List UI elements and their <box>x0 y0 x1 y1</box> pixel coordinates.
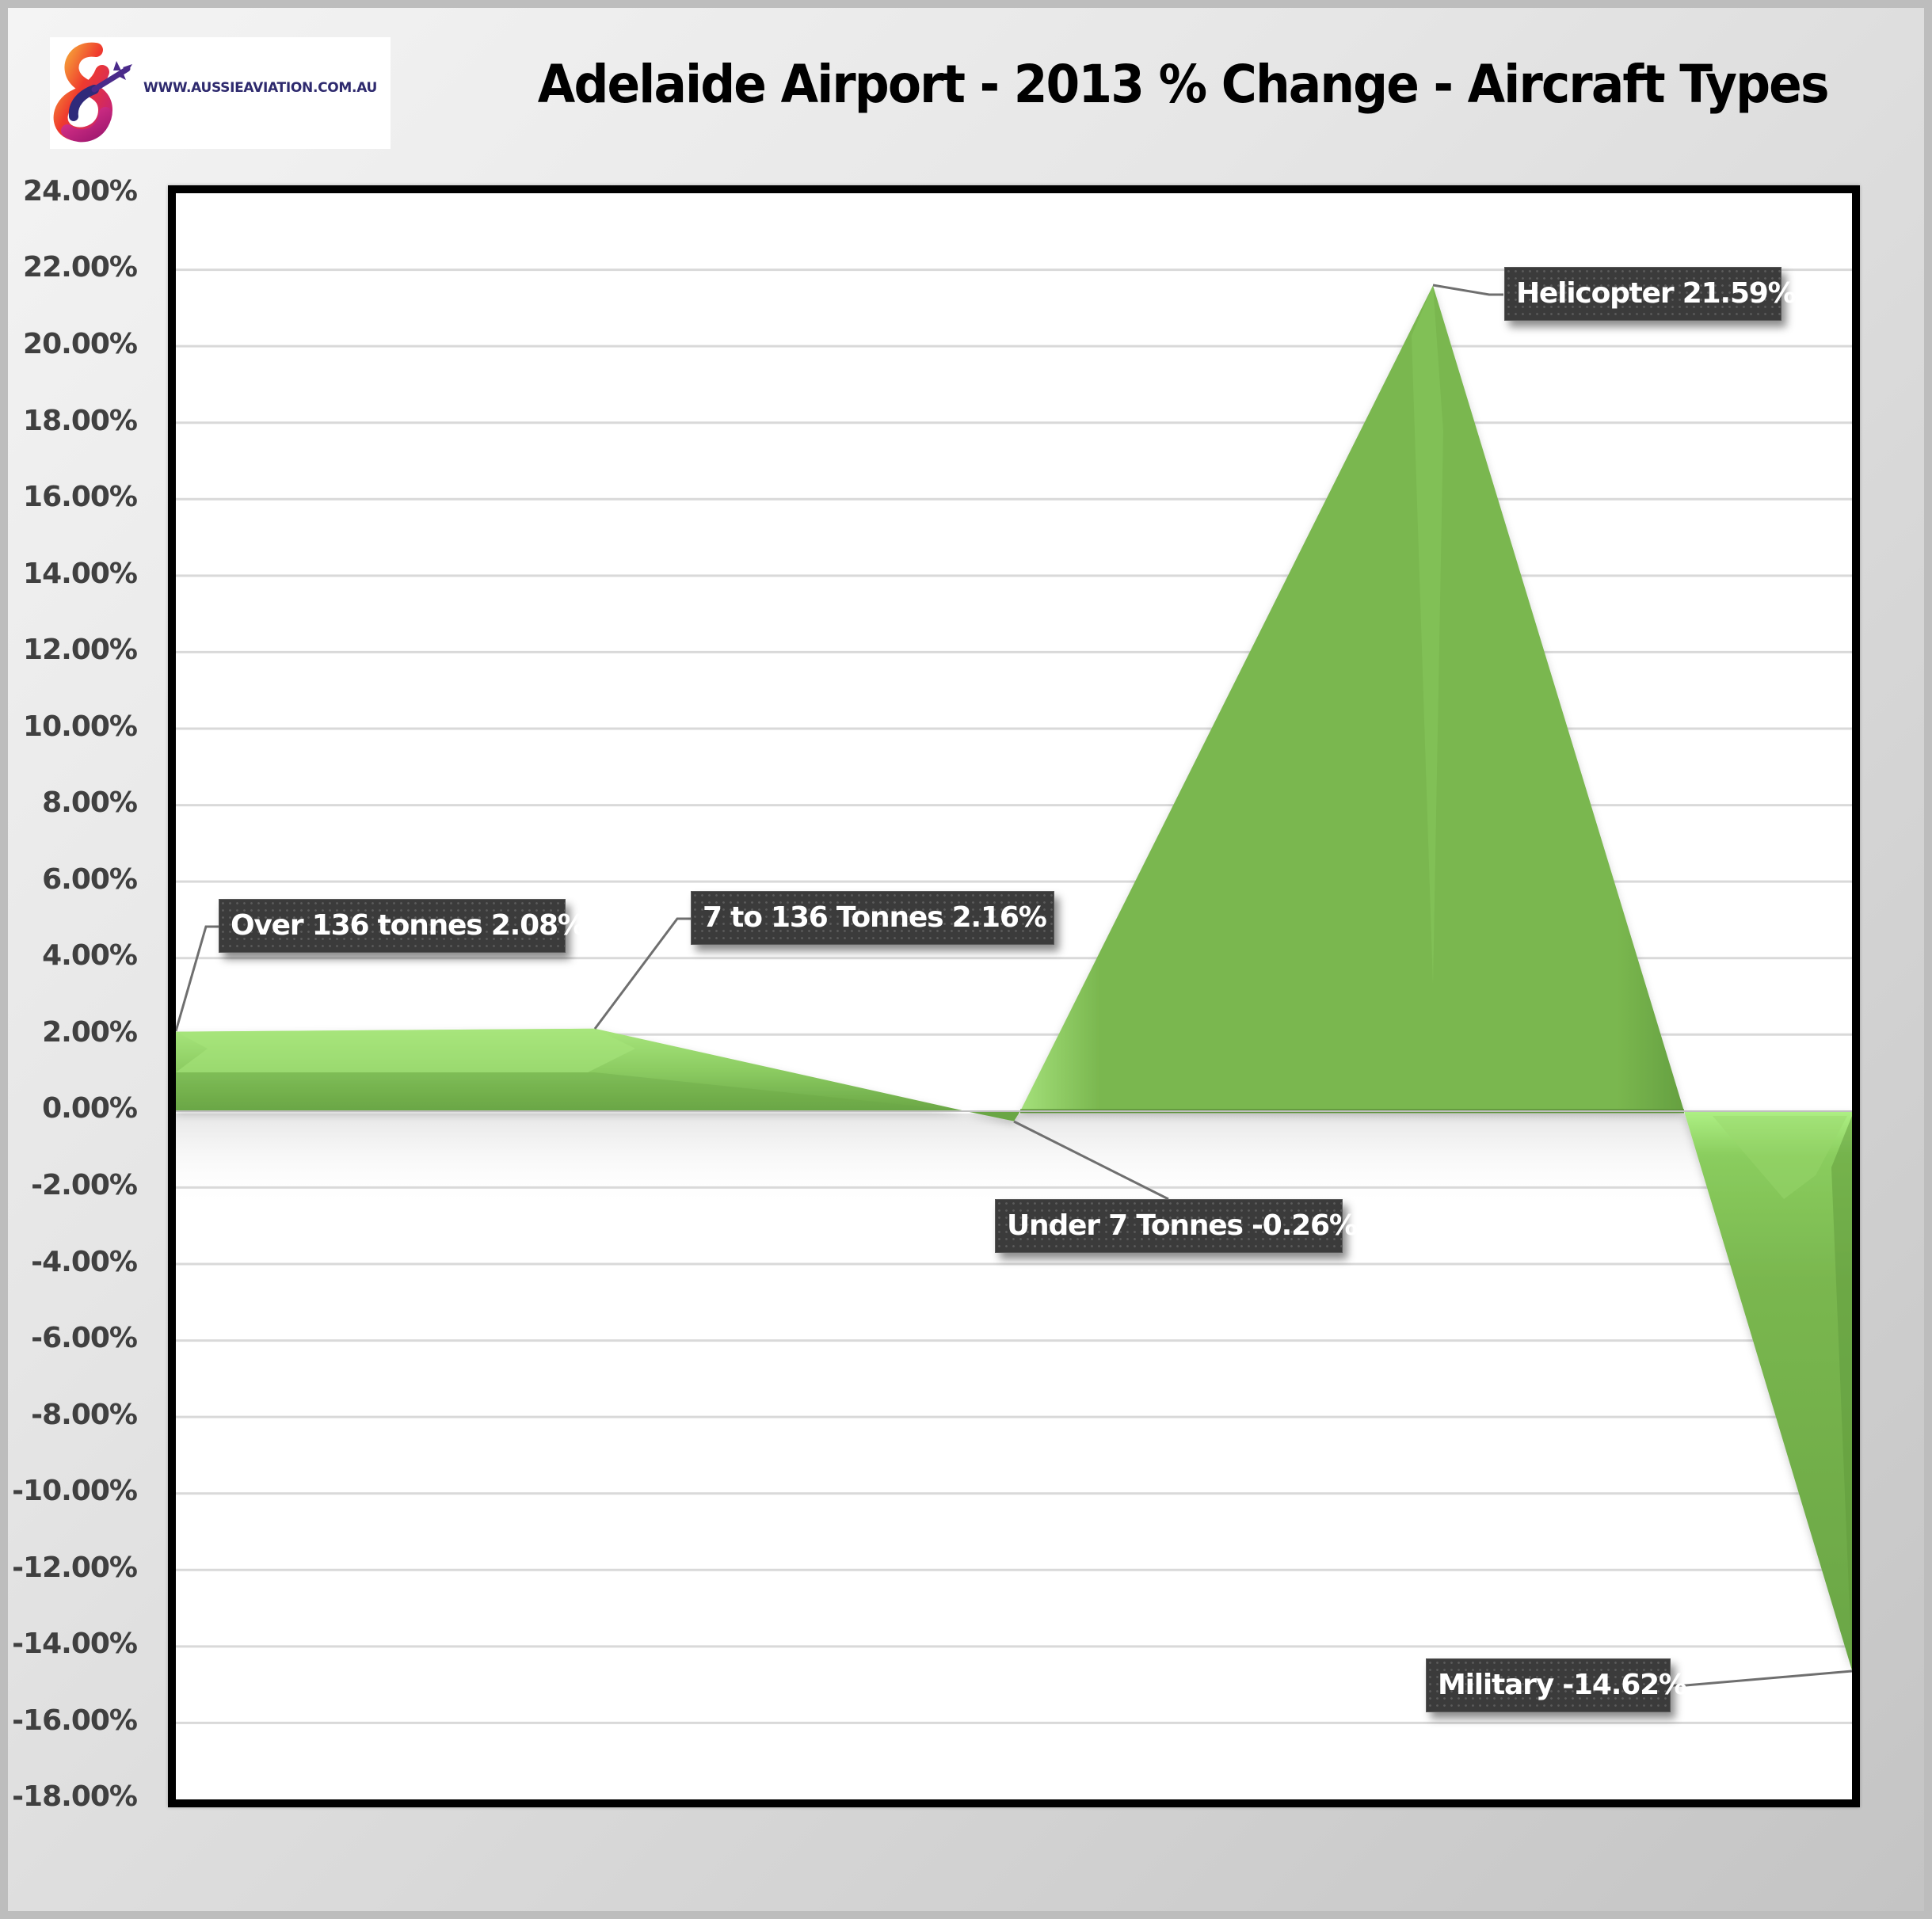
y-tick-label: -16.00% <box>12 1704 138 1737</box>
y-tick-label: 24.00% <box>23 175 138 208</box>
area-negative-small <box>966 1111 1020 1121</box>
logo-url-text: WWW.AUSSIEAVIATION.COM.AU <box>143 80 378 96</box>
leader-line-over136 <box>176 925 220 1032</box>
y-tick-label: 14.00% <box>23 558 138 590</box>
data-label-7-to-136-tonnes: 7 to 136 Tonnes 2.16% <box>691 891 1054 945</box>
area-helicopter-peak <box>1020 285 1684 1111</box>
y-tick-label: -8.00% <box>31 1399 138 1431</box>
y-tick-label: -6.00% <box>31 1322 138 1354</box>
data-label-military: Military -14.62% <box>1426 1658 1687 1712</box>
data-label-over-136-tonnes: Over 136 tonnes 2.08% <box>219 899 586 953</box>
y-tick-label: 2.00% <box>42 1016 138 1049</box>
data-label-under-7-tonnes: Under 7 Tonnes -0.26% <box>995 1199 1358 1253</box>
area-series <box>176 285 1852 1670</box>
y-tick-label: -18.00% <box>12 1780 138 1813</box>
y-tick-label: -12.00% <box>12 1552 138 1584</box>
chart-title: Adelaide Airport - 2013 % Change - Aircr… <box>537 54 1830 115</box>
leader-line-under7 <box>1013 1120 1169 1201</box>
y-tick-label: 6.00% <box>42 863 138 896</box>
y-tick-label: 18.00% <box>23 405 138 437</box>
y-tick-label: 4.00% <box>42 939 138 972</box>
y-tick-label: 0.00% <box>42 1092 138 1125</box>
area-chart <box>176 268 1852 1724</box>
leader-lines <box>176 284 1852 1687</box>
y-tick-label: -4.00% <box>31 1246 138 1278</box>
zero-line-shade <box>176 1114 1852 1209</box>
leader-line-helicopter <box>1432 284 1503 296</box>
data-label-helicopter: Helicopter 21.59% <box>1504 267 1797 321</box>
y-tick-label: 8.00% <box>42 786 138 819</box>
y-tick-label: -2.00% <box>31 1169 138 1201</box>
leader-line-mid <box>593 917 692 1030</box>
y-tick-label: 20.00% <box>23 328 138 360</box>
y-tick-label: 10.00% <box>23 710 138 743</box>
aussie-aviation-logo: WWW.AUSSIEAVIATION.COM.AU <box>50 37 391 149</box>
leader-line-military <box>1671 1670 1852 1687</box>
aussie-aviation-logo-icon <box>53 42 132 143</box>
y-tick-label: 12.00% <box>23 634 138 666</box>
area-military-negative <box>1684 1111 1852 1670</box>
y-tick-label: 22.00% <box>23 251 138 284</box>
y-tick-label: -10.00% <box>12 1475 138 1507</box>
y-tick-label: -14.00% <box>12 1628 138 1660</box>
y-tick-label: 16.00% <box>23 481 138 513</box>
